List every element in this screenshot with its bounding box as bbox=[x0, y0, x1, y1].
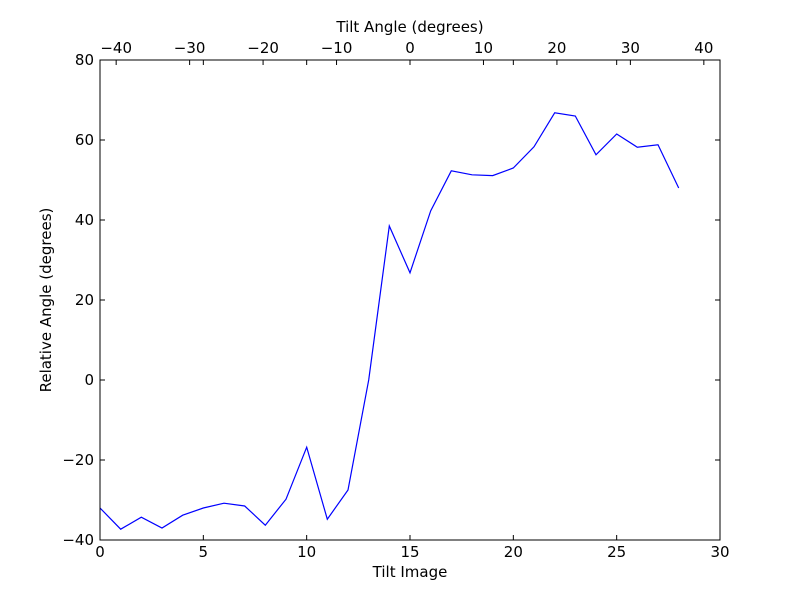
y-tick-label: −40 bbox=[62, 531, 94, 549]
top-x-axis-label: Tilt Angle (degrees) bbox=[335, 18, 483, 36]
x-axis-label: Tilt Image bbox=[372, 563, 448, 581]
plot-area bbox=[100, 60, 720, 540]
top-x-tick-label: −30 bbox=[174, 39, 206, 57]
top-x-tick-label: 10 bbox=[474, 39, 493, 57]
y-tick-label: 80 bbox=[75, 51, 94, 69]
top-x-ticks: −40 −30 −20 −10 0 10 20 30 40 bbox=[100, 39, 713, 65]
x-tick-label: 15 bbox=[400, 543, 419, 561]
top-x-tick-label: 20 bbox=[547, 39, 566, 57]
x-tick-label: 5 bbox=[199, 543, 209, 561]
top-x-tick-label: −10 bbox=[321, 39, 353, 57]
top-x-tick-label: 40 bbox=[694, 39, 713, 57]
chart-marks bbox=[99, 112, 680, 530]
top-x-tick-label: −20 bbox=[247, 39, 279, 57]
y-tick-label: −20 bbox=[62, 451, 94, 469]
x-tick-label: 30 bbox=[710, 543, 729, 561]
y-tick-label: 20 bbox=[75, 291, 94, 309]
x-ticks: 0 5 10 15 20 25 30 bbox=[95, 60, 730, 561]
x-tick-label: 0 bbox=[95, 543, 105, 561]
x-tick-label: 25 bbox=[607, 543, 626, 561]
x-tick-label: 10 bbox=[297, 543, 316, 561]
x-tick-label: 20 bbox=[504, 543, 523, 561]
top-x-tick-label: 30 bbox=[621, 39, 640, 57]
series-line-0 bbox=[99, 112, 680, 530]
top-x-tick-label: −40 bbox=[100, 39, 132, 57]
y-ticks: −40 −20 0 20 40 60 80 bbox=[62, 51, 720, 549]
y-axis-label: Relative Angle (degrees) bbox=[37, 208, 55, 393]
y-tick-label: 40 bbox=[75, 211, 94, 229]
top-x-tick-label: 0 bbox=[405, 39, 415, 57]
y-tick-label: 0 bbox=[84, 371, 94, 389]
y-tick-label: 60 bbox=[75, 131, 94, 149]
